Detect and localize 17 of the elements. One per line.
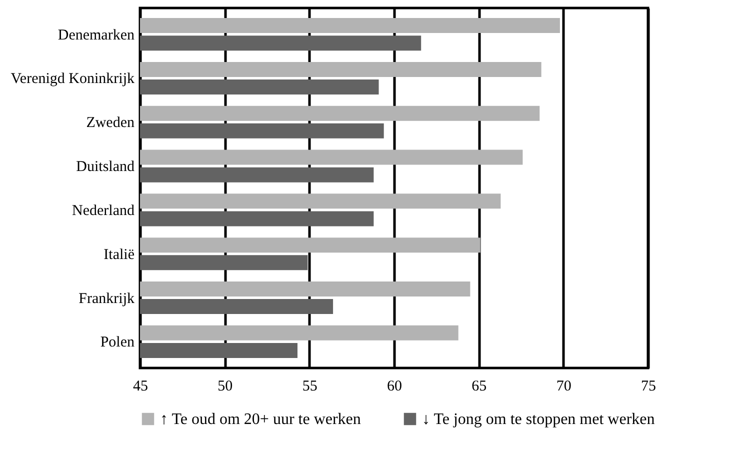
y-tick-label: Verenigd Koninkrijk <box>10 71 135 88</box>
y-tick-label: Italië <box>104 246 135 263</box>
x-tick-label: 50 <box>218 378 233 394</box>
legend-label: ↓ Te jong om te stoppen met werken <box>422 411 655 428</box>
y-tick-label: Denemarken <box>58 27 135 44</box>
y-tick-label: Polen <box>100 334 135 351</box>
y-tick-label: Duitsland <box>76 159 135 176</box>
y-tick-label: Frankrijk <box>78 290 135 307</box>
x-tick-label: 70 <box>556 378 572 394</box>
y-tick-label: Nederland <box>72 202 135 219</box>
legend-label: ↑ Te oud om 20+ uur te werken <box>160 411 361 428</box>
y-tick-label: Zweden <box>86 115 135 132</box>
x-tick-label: 60 <box>387 378 402 394</box>
x-tick-label: 45 <box>133 378 148 394</box>
x-tick-label: 55 <box>302 378 318 394</box>
x-tick-label: 65 <box>472 378 487 394</box>
x-tick-label: 75 <box>641 378 656 394</box>
